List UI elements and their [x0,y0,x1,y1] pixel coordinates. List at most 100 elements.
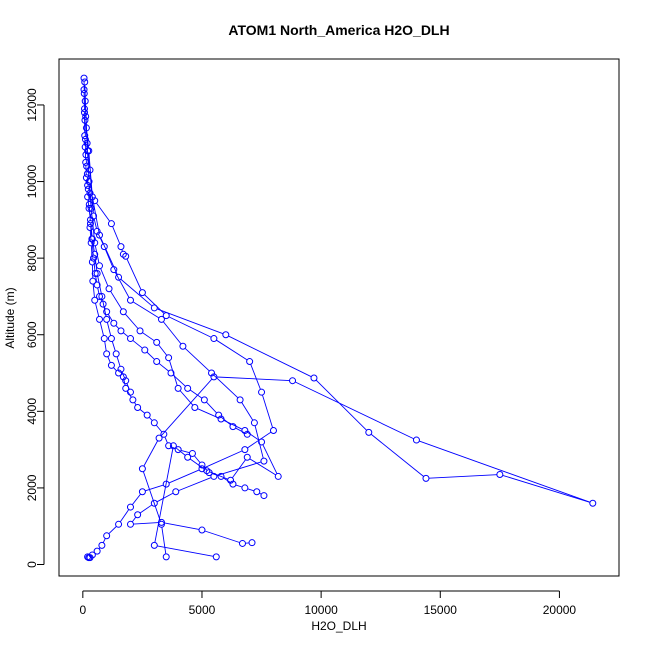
series-3-segment [247,431,260,441]
data-point [184,384,192,392]
series-1-segment [120,278,153,307]
data-point [248,539,256,547]
series-0-segment [145,484,164,492]
data-point [200,396,208,404]
data-point [84,553,92,561]
series-5-segment [148,417,153,421]
series-3 [81,97,282,561]
series-1-segment [216,376,290,381]
data-point [253,488,261,496]
series-4-segment [106,322,112,336]
data-point [150,541,158,549]
data-point [81,78,89,86]
data-point [80,86,88,94]
data-point [169,442,177,450]
data-point [160,430,168,438]
data-point [243,453,251,461]
data-point [107,220,115,228]
data-point [212,553,220,561]
data-point [93,547,101,555]
y-tick-label: 8000 [25,244,39,271]
data-point [126,296,134,304]
series-2-segment [184,347,210,372]
series-5-segment [90,245,93,260]
data-point [260,457,268,465]
data-point [98,292,106,300]
series-3-segment [84,104,88,141]
series-1-segment [419,440,591,503]
series-1-segment [161,527,167,554]
series-2-segment [97,233,104,245]
data-point [103,308,111,316]
data-point [122,252,130,260]
series-5-segment [203,466,208,471]
series-0-segment [216,339,248,361]
data-point [126,503,134,511]
series-5-segment [99,322,104,336]
data-point [258,438,266,446]
data-point [86,224,94,231]
data-point [150,419,158,427]
data-point [96,292,104,300]
series-6-segment [90,226,93,237]
data-point [129,396,137,404]
data-point [83,139,91,147]
data-point [260,492,268,500]
series-5-segment [180,449,190,454]
series-6-segment [206,401,217,414]
data-point [81,97,89,105]
data-point [122,384,130,392]
series-6-segment [146,351,155,360]
series-5-segment [95,303,100,317]
series-6-segment [97,287,100,294]
series-2-segment [164,522,200,530]
data-point [215,411,223,419]
series-2-segment [241,402,254,421]
y-tick-label: 12000 [25,88,39,122]
series-2-segment [178,477,212,492]
data-point [91,197,99,205]
data-point [241,426,249,434]
data-point [310,374,318,382]
series-2-segment [254,425,264,459]
data-point [589,499,597,507]
data-point [153,338,161,346]
data-point [93,269,101,277]
data-point [165,354,173,362]
series-2-segment [133,522,159,525]
series-6-segment [95,276,98,283]
series-1-segment [143,440,159,467]
series-6-segment [158,363,169,372]
data-point [99,300,107,308]
series-3-segment [157,545,214,557]
data-point [96,231,104,239]
series-4-segment [94,257,98,271]
data-point [229,480,237,488]
data-point [289,377,297,385]
series-0-segment [168,316,212,338]
data-point [117,327,125,335]
series-1-segment [502,474,591,503]
series-5-segment [123,379,126,386]
data-point [217,472,225,480]
data-point [96,262,104,270]
data-point [208,369,216,377]
data-point [134,404,142,411]
series-4-segment [102,299,107,317]
data-point [85,554,93,562]
data-point [191,404,199,411]
data-point [117,243,125,251]
data-point [89,277,97,285]
data-point [81,105,88,113]
data-point [222,331,230,339]
series-3-segment [94,245,100,263]
data-point [134,511,142,519]
x-axis-label: H2O_DLH [311,619,366,633]
data-point [138,465,146,473]
series-6-segment [89,207,91,221]
data-point [81,132,89,140]
data-point [117,365,125,373]
data-point [126,335,134,343]
data-point [198,461,206,469]
